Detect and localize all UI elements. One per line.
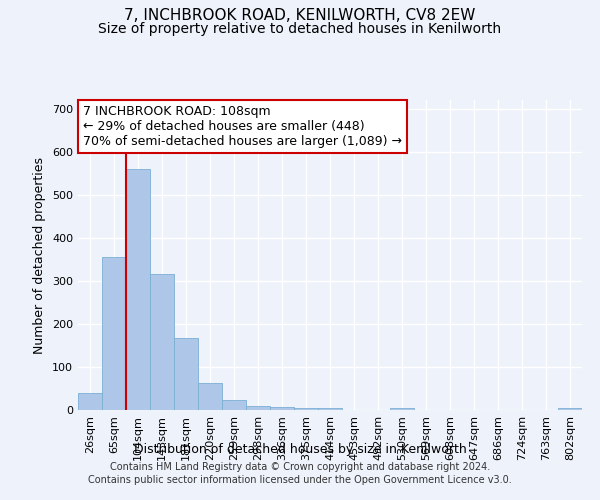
Text: 7, INCHBROOK ROAD, KENILWORTH, CV8 2EW: 7, INCHBROOK ROAD, KENILWORTH, CV8 2EW xyxy=(124,8,476,22)
Bar xyxy=(270,407,294,410)
Text: Contains public sector information licensed under the Open Government Licence v3: Contains public sector information licen… xyxy=(88,475,512,485)
Text: 7 INCHBROOK ROAD: 108sqm
← 29% of detached houses are smaller (448)
70% of semi-: 7 INCHBROOK ROAD: 108sqm ← 29% of detach… xyxy=(83,104,402,148)
Bar xyxy=(390,408,414,410)
Bar xyxy=(174,338,198,410)
Bar xyxy=(246,406,270,410)
Bar xyxy=(198,384,222,410)
Bar xyxy=(78,393,102,410)
Bar xyxy=(126,169,150,410)
Text: Contains HM Land Registry data © Crown copyright and database right 2024.: Contains HM Land Registry data © Crown c… xyxy=(110,462,490,472)
Bar xyxy=(102,257,126,410)
Y-axis label: Number of detached properties: Number of detached properties xyxy=(34,156,46,354)
Text: Distribution of detached houses by size in Kenilworth: Distribution of detached houses by size … xyxy=(134,442,466,456)
Bar xyxy=(294,408,318,410)
Bar xyxy=(318,408,342,410)
Text: Size of property relative to detached houses in Kenilworth: Size of property relative to detached ho… xyxy=(98,22,502,36)
Bar xyxy=(558,408,582,410)
Bar xyxy=(222,400,246,410)
Bar xyxy=(150,274,174,410)
